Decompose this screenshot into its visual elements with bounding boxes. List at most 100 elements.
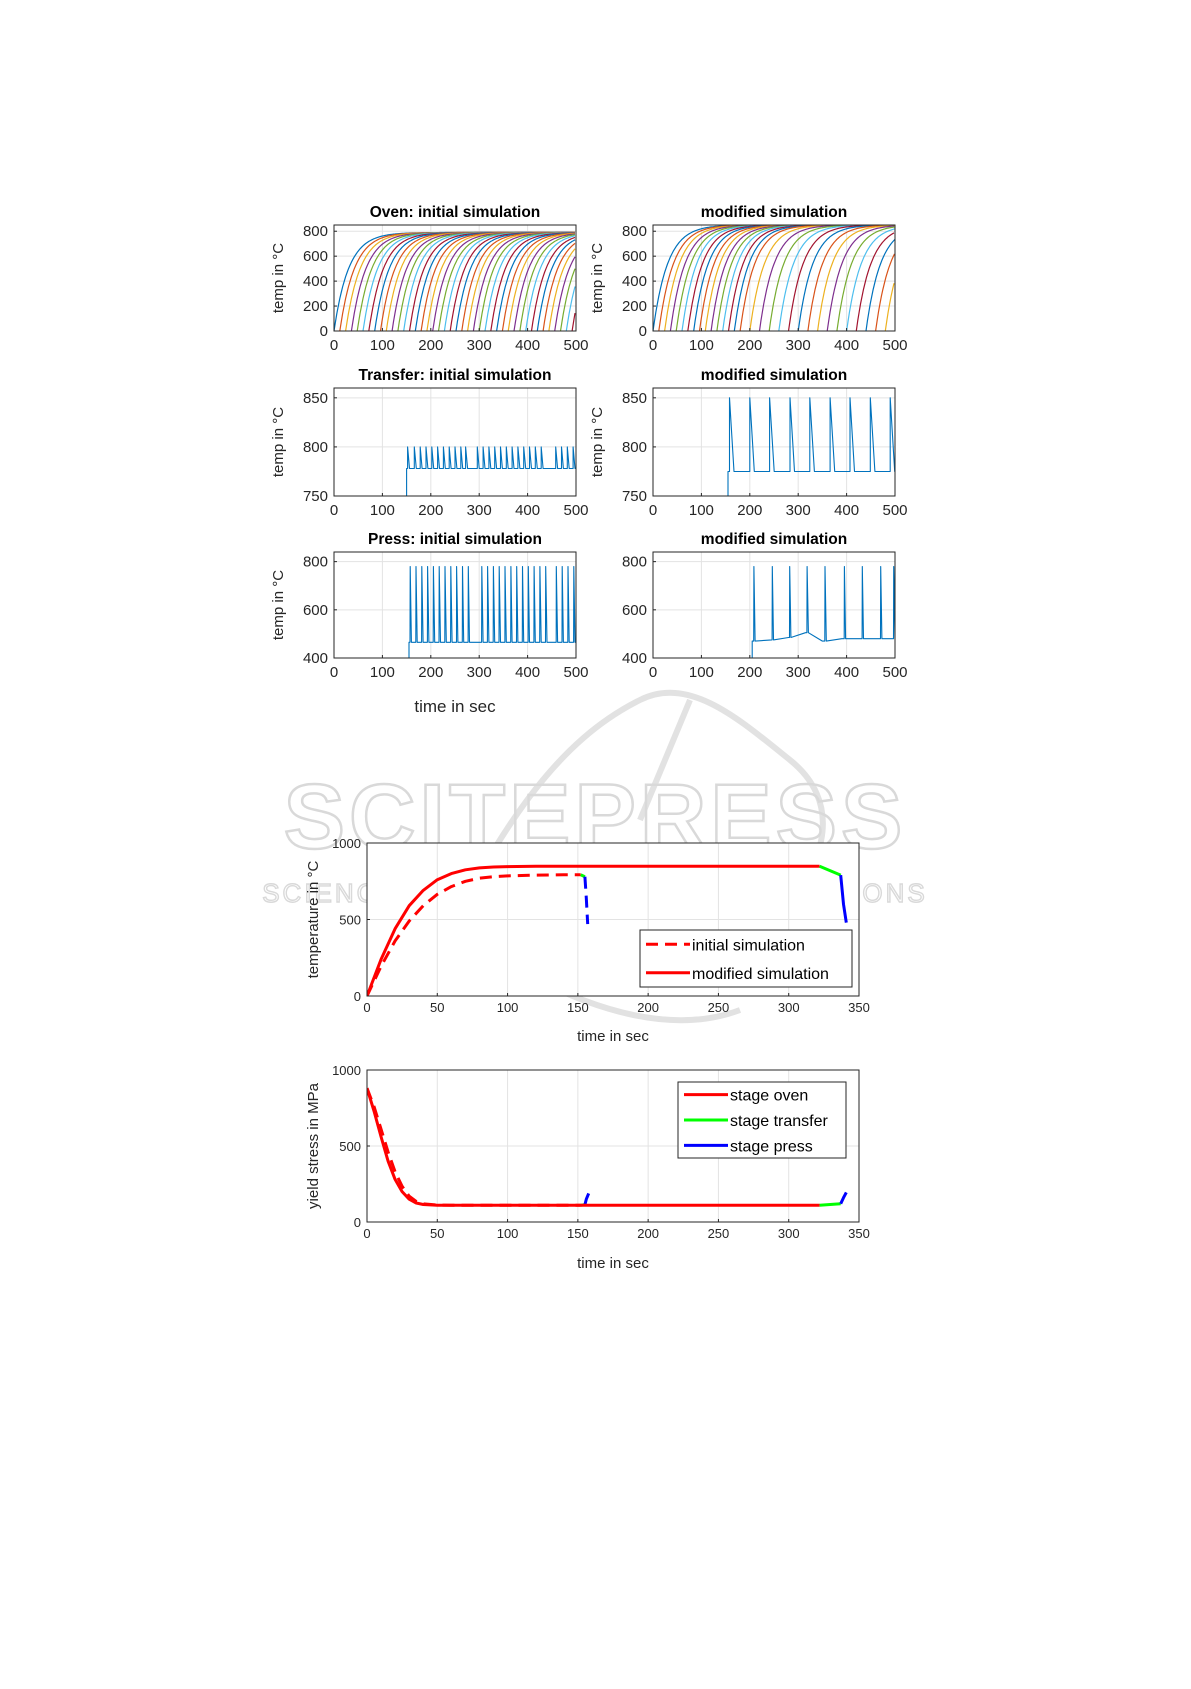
legend: stage oven stage transfer stage press xyxy=(677,1081,847,1159)
x-tick-label: 0 xyxy=(363,1000,370,1015)
chart-title: Transfer: initial simulation xyxy=(359,367,552,384)
x-tick-label: 300 xyxy=(778,1000,800,1015)
plot-content xyxy=(334,231,576,331)
x-tick-label: 200 xyxy=(418,664,443,681)
y-tick-label: 500 xyxy=(339,1139,361,1154)
x-tick-label: 150 xyxy=(567,1226,589,1241)
x-tick-label: 100 xyxy=(689,502,714,519)
x-tick-label: 100 xyxy=(497,1226,519,1241)
x-tick-label: 500 xyxy=(563,502,588,519)
x-tick-label: 50 xyxy=(430,1226,444,1241)
heating-curve xyxy=(658,225,894,331)
chart-transfer-modified: 0 100 200 300 400 500 750 800 850 modified simula… xyxy=(589,367,908,519)
x-tick-label: 200 xyxy=(737,502,762,519)
chart-title: Oven: initial simulation xyxy=(370,204,541,221)
x-tick-label: 300 xyxy=(778,1226,800,1241)
y-tick-label: 600 xyxy=(622,602,647,619)
plot-area xyxy=(653,388,895,496)
y-tick-label: 600 xyxy=(303,602,328,619)
x-tick-label: 250 xyxy=(708,1226,730,1241)
y-axis-label: temp in °C xyxy=(270,243,287,313)
series-line-transfer xyxy=(580,873,586,879)
series-line-transfer xyxy=(819,1202,841,1207)
temperature-trace xyxy=(406,446,576,496)
x-tick-label: 500 xyxy=(882,502,907,519)
chart-title: modified simulation xyxy=(701,531,847,548)
x-tick-label: 200 xyxy=(418,502,443,519)
x-tick-label: 500 xyxy=(563,664,588,681)
axes-box xyxy=(333,551,577,659)
chart-temperature: 0 50 100 150 200 250 300 350 0 500 1000 temperature… xyxy=(305,836,870,1045)
x-tick-label: 350 xyxy=(848,1000,870,1015)
series-line-transfer xyxy=(819,864,842,877)
heating-curve xyxy=(855,232,895,331)
heating-curve xyxy=(519,234,576,331)
y-tick-label: 600 xyxy=(303,248,328,265)
y-tick-label: 200 xyxy=(303,298,328,315)
y-axis-label: temp in °C xyxy=(270,570,287,640)
x-tick-label: 400 xyxy=(515,502,540,519)
heating-curve xyxy=(525,235,576,331)
legend-entry: initial simulation xyxy=(692,937,805,954)
heating-curve xyxy=(826,225,895,331)
chart-oven-modified: 0 100 200 300 400 500 0 200 400 600 800 modified si… xyxy=(589,204,908,354)
heating-curve xyxy=(846,228,895,331)
heating-curve xyxy=(875,253,895,331)
plot-content xyxy=(751,565,895,658)
y-tick-label: 1000 xyxy=(332,1063,361,1078)
plot-area xyxy=(653,225,895,331)
series-line-oven xyxy=(367,873,581,996)
heating-curve xyxy=(554,256,576,331)
plot-content xyxy=(406,446,576,496)
x-tick-label: 500 xyxy=(882,337,907,354)
x-tick-label: 400 xyxy=(834,664,859,681)
y-axis-label: temperature in °C xyxy=(305,860,322,978)
heating-curve xyxy=(758,225,895,331)
heating-curve xyxy=(507,232,576,331)
x-tick-label: 300 xyxy=(467,502,492,519)
y-tick-label: 400 xyxy=(303,650,328,667)
x-tick-label: 100 xyxy=(370,337,395,354)
heating-curve xyxy=(669,225,894,331)
x-tick-label: 0 xyxy=(649,664,657,681)
heating-curve xyxy=(548,248,576,331)
x-tick-label: 200 xyxy=(418,337,443,354)
y-tick-label: 1000 xyxy=(332,836,361,851)
x-tick-label: 300 xyxy=(467,664,492,681)
y-tick-label: 200 xyxy=(622,298,647,315)
plot-content xyxy=(367,1087,848,1207)
y-tick-label: 800 xyxy=(303,554,328,571)
y-axis-label: temp in °C xyxy=(589,407,606,477)
y-tick-label: 400 xyxy=(622,273,647,290)
x-tick-label: 400 xyxy=(515,664,540,681)
x-tick-label: 0 xyxy=(330,502,338,519)
y-tick-label: 750 xyxy=(303,488,328,505)
y-tick-label: 400 xyxy=(303,273,328,290)
y-tick-label: 600 xyxy=(622,248,647,265)
heating-curve xyxy=(559,268,576,331)
y-tick-label: 850 xyxy=(303,390,328,407)
x-tick-label: 0 xyxy=(330,664,338,681)
legend: initial simulation modified simulation xyxy=(639,929,853,988)
chart-press-modified: 0 100 200 300 400 500 400 600 800 modified simula… xyxy=(622,531,908,681)
plot-area xyxy=(653,552,895,658)
temperature-trace xyxy=(408,565,576,658)
y-tick-label: 800 xyxy=(303,439,328,456)
x-tick-label: 200 xyxy=(737,664,762,681)
chart-yield-stress: 0 50 100 150 200 250 300 350 0 500 1000 yield stres… xyxy=(305,1063,870,1272)
x-tick-label: 0 xyxy=(649,502,657,519)
heating-curve xyxy=(865,238,895,331)
legend-entry: stage transfer xyxy=(730,1113,829,1130)
series-line-oven xyxy=(367,864,820,996)
x-tick-label: 300 xyxy=(786,337,811,354)
x-axis-label: time in sec xyxy=(577,1028,649,1045)
chart-oven-initial: 0 100 200 300 400 500 0 200 400 600 800 Oven: initi… xyxy=(270,204,589,354)
x-tick-label: 0 xyxy=(649,337,657,354)
heating-curve xyxy=(530,236,576,331)
x-tick-label: 150 xyxy=(567,1000,589,1015)
x-tick-label: 300 xyxy=(786,502,811,519)
y-tick-label: 400 xyxy=(622,650,647,667)
y-tick-label: 0 xyxy=(354,1215,361,1230)
